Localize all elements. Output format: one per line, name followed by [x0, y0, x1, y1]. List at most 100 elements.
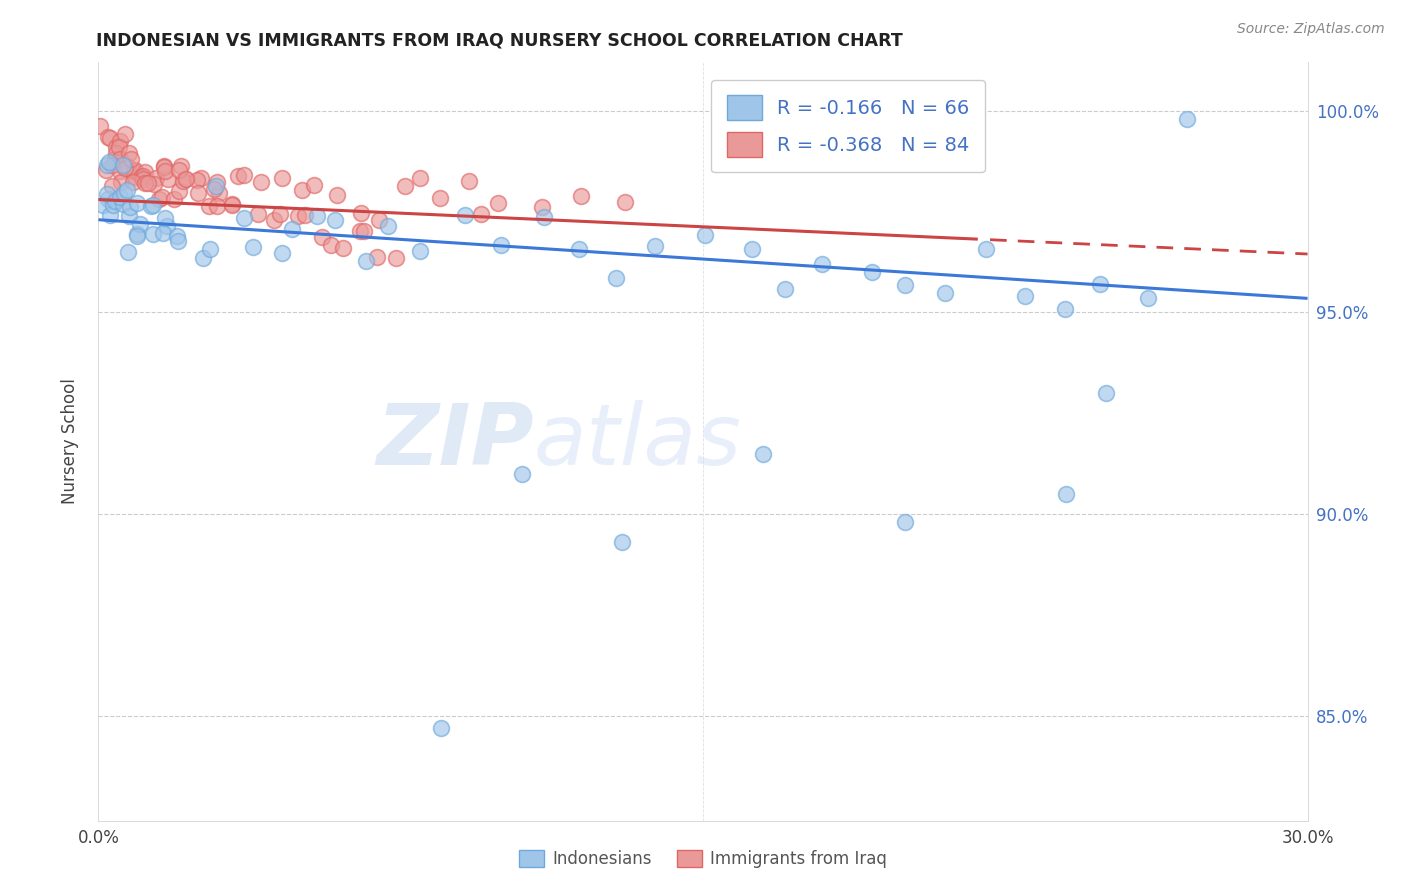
Point — [143, 177, 166, 191]
Point — [325, 213, 347, 227]
Point — [125, 196, 148, 211]
Point — [332, 241, 354, 255]
Point — [311, 230, 333, 244]
Point — [489, 237, 512, 252]
Point — [326, 187, 349, 202]
Point — [974, 242, 997, 256]
Point — [221, 197, 243, 211]
Point — [89, 119, 111, 133]
Point — [408, 244, 430, 259]
Point — [294, 208, 316, 222]
Point — [145, 170, 167, 185]
Point — [96, 186, 118, 201]
Point — [530, 200, 553, 214]
Point — [163, 193, 186, 207]
Point — [693, 227, 716, 242]
Point — [810, 257, 832, 271]
Point — [114, 161, 136, 175]
Point — [101, 178, 124, 193]
Point — [156, 171, 179, 186]
Point — [118, 145, 141, 160]
Point — [205, 179, 228, 194]
Point — [1137, 291, 1160, 305]
Point — [568, 242, 591, 256]
Point — [187, 186, 209, 200]
Point — [741, 242, 763, 256]
Point — [110, 175, 132, 189]
Point — [156, 219, 179, 234]
Point — [127, 227, 149, 242]
Point — [614, 194, 637, 209]
Point — [112, 186, 135, 200]
Point — [167, 235, 190, 249]
Point — [510, 467, 533, 481]
Point — [353, 224, 375, 238]
Point — [96, 129, 118, 144]
Point — [893, 515, 915, 529]
Point — [98, 208, 121, 222]
Point — [101, 198, 124, 212]
Point — [136, 176, 159, 190]
Point — [120, 152, 142, 166]
Text: ZIP: ZIP — [375, 400, 534, 483]
Point — [394, 178, 416, 193]
Text: INDONESIAN VS IMMIGRANTS FROM IRAQ NURSERY SCHOOL CORRELATION CHART: INDONESIAN VS IMMIGRANTS FROM IRAQ NURSE… — [96, 31, 903, 49]
Point — [117, 160, 139, 174]
Point — [134, 165, 156, 179]
Point — [280, 222, 302, 236]
Point — [644, 239, 666, 253]
Point — [894, 277, 917, 292]
Point — [117, 244, 139, 259]
Point — [233, 168, 256, 182]
Point — [125, 228, 148, 243]
Point — [356, 254, 378, 268]
Y-axis label: Nursery School: Nursery School — [60, 378, 79, 505]
Point — [350, 206, 373, 220]
Point — [226, 169, 249, 183]
Point — [98, 155, 121, 169]
Point — [104, 140, 127, 154]
Point — [150, 190, 173, 204]
Point — [773, 282, 796, 296]
Point — [124, 163, 146, 178]
Point — [1095, 386, 1118, 401]
Point — [118, 209, 141, 223]
Point — [108, 163, 131, 178]
Point — [470, 207, 492, 221]
Point — [207, 199, 229, 213]
Point — [174, 172, 197, 186]
Point — [270, 170, 292, 185]
Point — [173, 172, 195, 186]
Point — [232, 211, 254, 226]
Point — [408, 171, 430, 186]
Point — [153, 161, 176, 175]
Point — [122, 164, 145, 178]
Point — [142, 227, 165, 241]
Point — [167, 184, 190, 198]
Point — [249, 175, 271, 189]
Point — [319, 237, 342, 252]
Point — [198, 242, 221, 256]
Point — [612, 535, 634, 549]
Point — [190, 171, 212, 186]
Point — [1053, 302, 1076, 317]
Point — [377, 219, 399, 233]
Point — [97, 193, 120, 207]
Point — [108, 190, 131, 204]
Text: atlas: atlas — [534, 400, 742, 483]
Point — [307, 209, 329, 223]
Point — [96, 158, 118, 172]
Point — [368, 213, 391, 227]
Point — [605, 271, 627, 285]
Point — [533, 211, 555, 225]
Point — [108, 152, 131, 166]
Point — [142, 198, 165, 212]
Point — [186, 173, 208, 187]
Point — [1014, 289, 1036, 303]
Point — [115, 183, 138, 197]
Point — [430, 721, 453, 735]
Point — [860, 265, 883, 279]
Point — [128, 217, 150, 231]
Point — [118, 200, 141, 214]
Point — [221, 196, 243, 211]
